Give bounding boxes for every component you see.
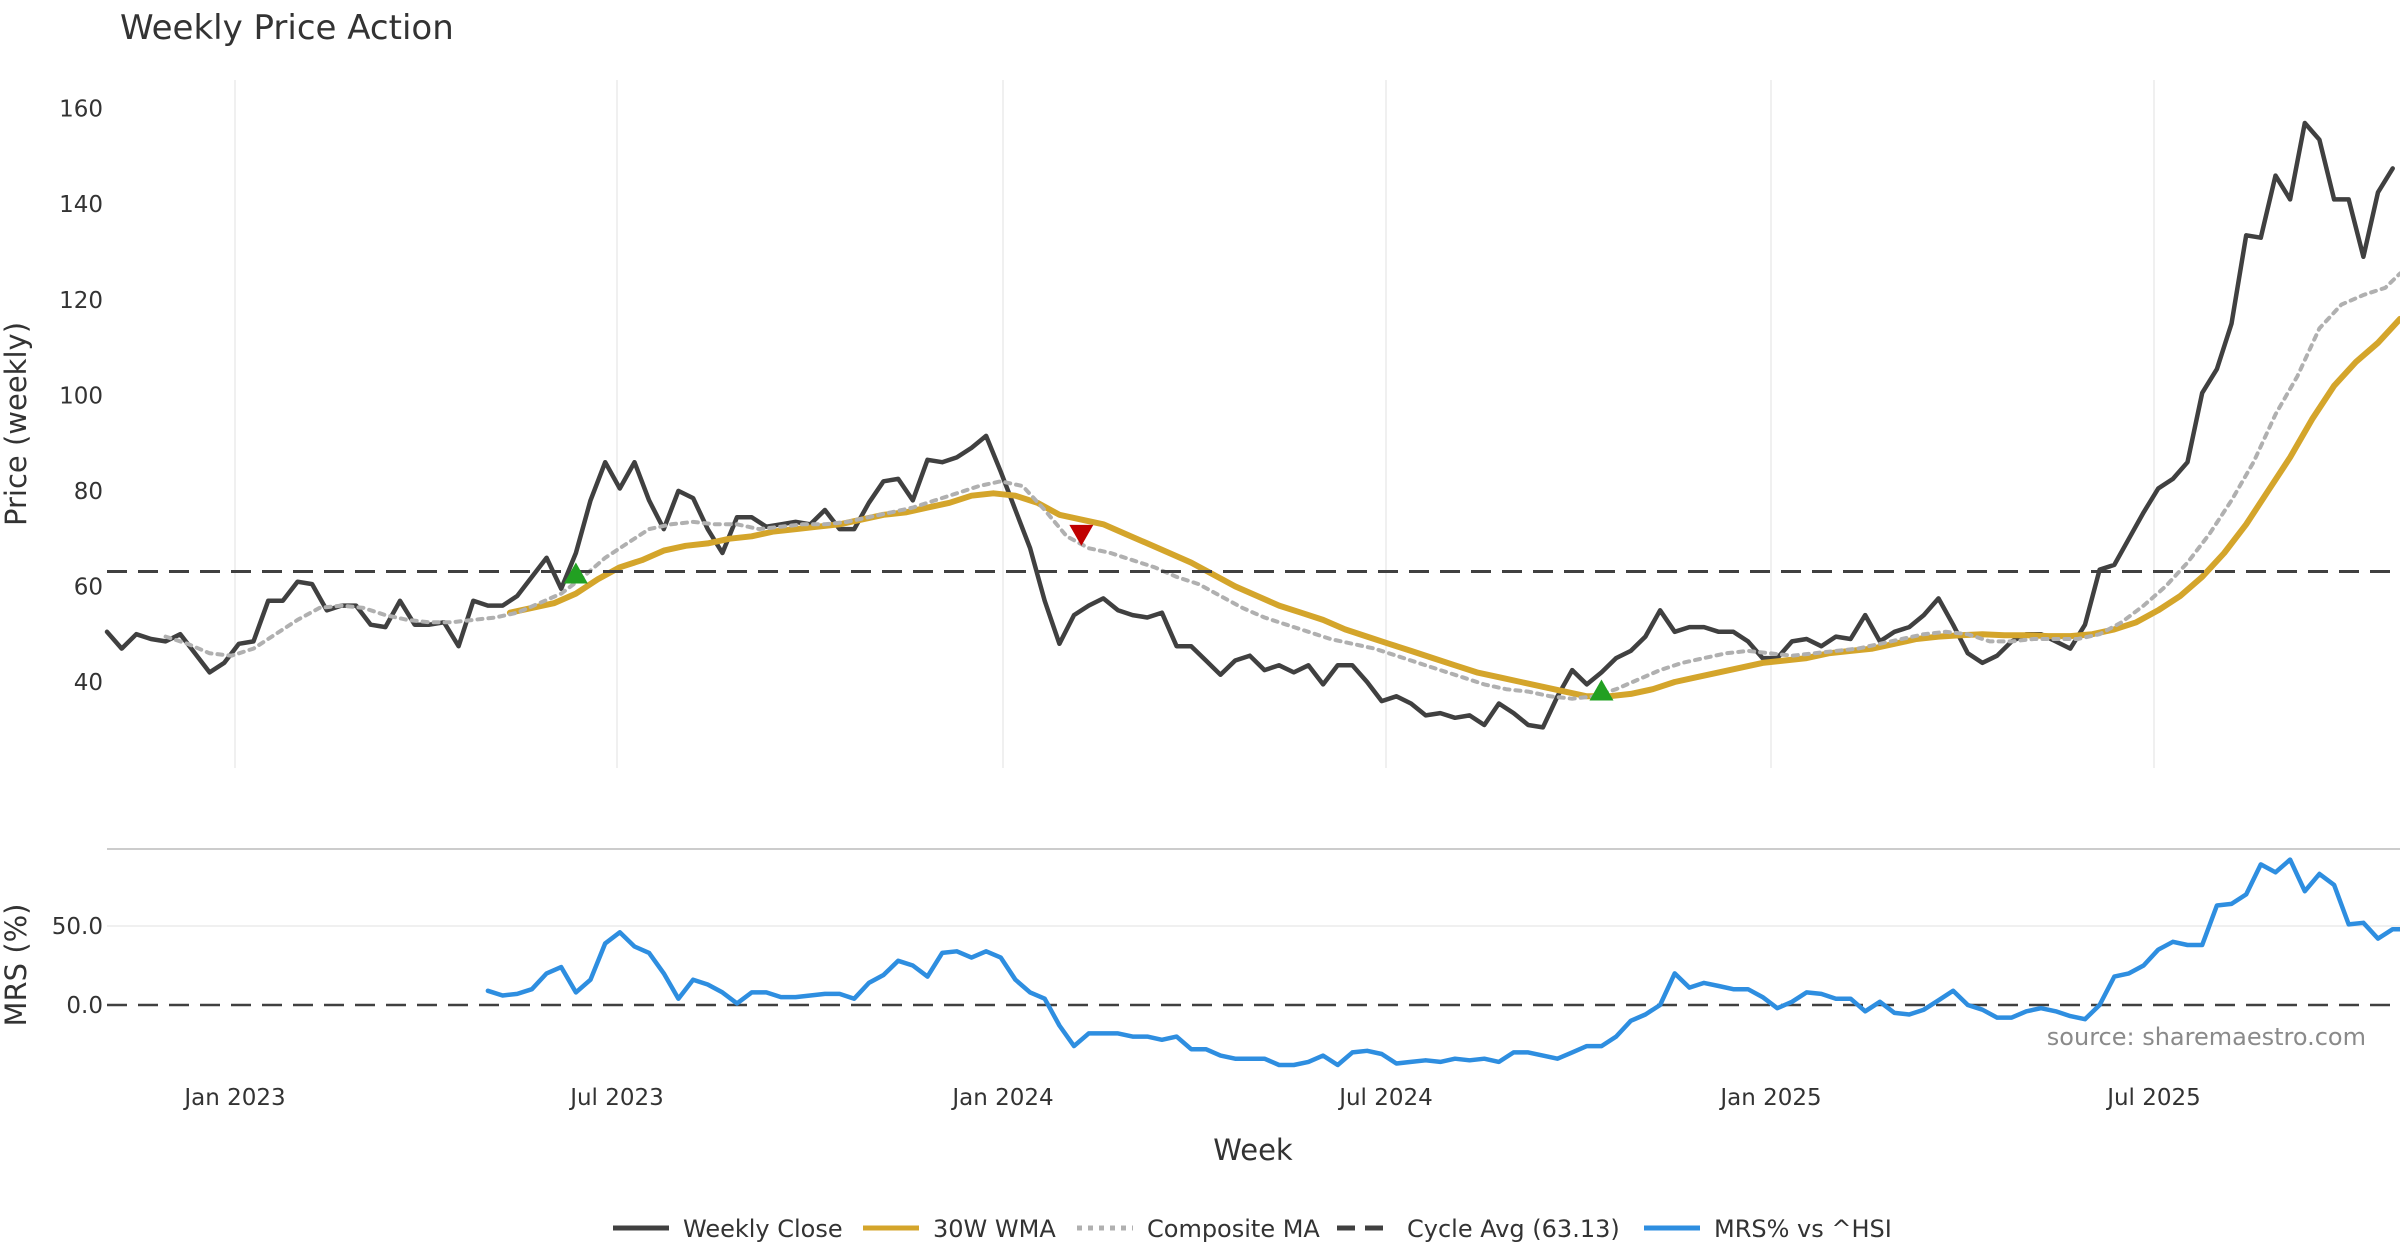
x-tick-jul-2024: Jul 2024 [1337,1085,1433,1111]
mrs-panel: 0.0 50.0 [52,857,2400,1068]
legend-label-weekly-close: Weekly Close [683,1215,843,1243]
x-tick-jan-2025: Jan 2025 [1718,1085,1821,1111]
price-y-axis-label: Price (weekly) [0,322,33,526]
x-axis-label: Week [1213,1133,1293,1167]
mrs-y-tick: 0.0 [66,993,103,1019]
buy-signal-marker-1 [563,562,588,584]
x-tick-jul-2025: Jul 2025 [2105,1085,2201,1111]
price-y-tick: 140 [59,192,103,218]
chart-title: Weekly Price Action [120,8,454,48]
price-y-tick: 60 [74,574,103,600]
price-y-tick: 80 [74,479,103,505]
x-tick-jul-2023: Jul 2023 [568,1085,664,1111]
x-axis: Jan 2023 Jul 2023 Jan 2024 Jul 2024 Jan 2025… [182,1085,2200,1111]
price-panel: 40 60 80 100 120 140 160 [59,97,2400,730]
mrs-y-axis-label: MRS (%) [0,904,33,1027]
buy-signal-marker-3 [1589,679,1614,701]
legend-label-cycle-avg-63-13: Cycle Avg (63.13) [1407,1215,1620,1243]
legend-label-composite-ma: Composite MA [1147,1215,1320,1243]
price-y-tick: 160 [59,97,103,123]
series-composite-ma [163,271,2400,701]
source-annotation: source: sharemaestro.com [2047,1023,2366,1051]
series-30w-wma [506,315,2400,700]
price-y-tick: 120 [59,288,103,314]
series-mrs-vs-hsi [485,857,2400,1068]
mrs-y-tick: 50.0 [52,914,103,940]
x-tick-jan-2024: Jan 2024 [950,1085,1053,1111]
legend-label-30w-wma: 30W WMA [933,1215,1056,1243]
price-y-tick: 100 [59,383,103,409]
grid-layer [234,80,2155,768]
legend-label-mrs-vs-hsi: MRS% vs ^HSI [1714,1215,1892,1243]
legend: Weekly Close 30W WMA Composite MA Cycle Avg… [613,1215,1892,1243]
sell-signal-marker-2 [1069,524,1094,546]
x-tick-jan-2023: Jan 2023 [182,1085,285,1111]
price-y-tick: 40 [74,670,103,696]
